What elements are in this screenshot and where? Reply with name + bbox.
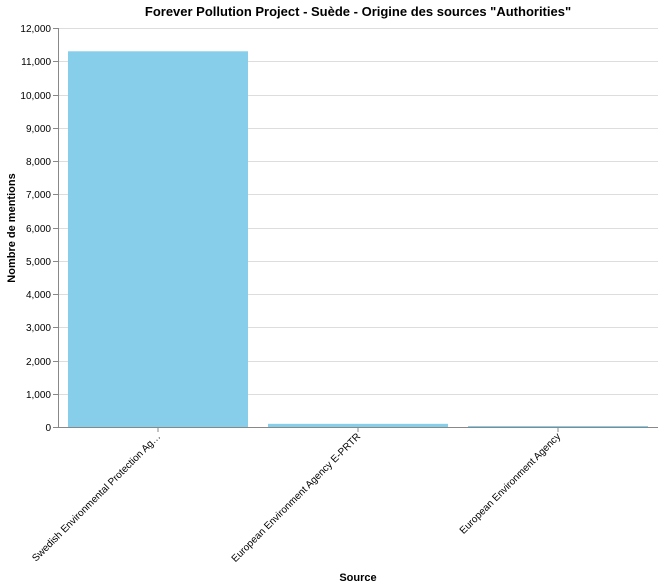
y-axis-title: Nombre de mentions bbox=[6, 173, 18, 282]
chart-title: Forever Pollution Project - Suède - Orig… bbox=[145, 4, 571, 19]
y-tick-label: 8,000 bbox=[26, 157, 51, 168]
x-tick-label: Swedish Environmental Protection Ag… bbox=[30, 431, 163, 564]
bar-0 bbox=[68, 51, 248, 428]
x-tick-label: European Environment Agency bbox=[458, 431, 563, 536]
y-tick-label: 2,000 bbox=[26, 357, 51, 368]
x-axis-title: Source bbox=[339, 572, 376, 584]
y-tick-label: 5,000 bbox=[26, 257, 51, 268]
bars bbox=[68, 51, 648, 428]
y-tick-label: 9,000 bbox=[26, 124, 51, 135]
y-tick-label: 7,000 bbox=[26, 190, 51, 201]
x-axis: Swedish Environmental Protection Ag… Euro… bbox=[30, 427, 658, 565]
y-tick-label: 11,000 bbox=[21, 57, 51, 68]
x-tick-label: European Environment Agency E-PRTR bbox=[230, 431, 363, 564]
y-tick-label: 4,000 bbox=[26, 290, 51, 301]
bar-2 bbox=[468, 426, 648, 427]
y-tick-label: 1,000 bbox=[26, 390, 51, 401]
y-axis: 0 1,000 2,000 3,000 4,000 5,000 6,000 7,000 8,00… bbox=[20, 24, 59, 434]
y-tick-label: 0 bbox=[45, 423, 51, 434]
y-tick-label: 6,000 bbox=[26, 224, 51, 235]
y-tick-label: 3,000 bbox=[26, 323, 51, 334]
bar-1 bbox=[268, 423, 448, 427]
y-tick-label: 10,000 bbox=[20, 91, 51, 102]
y-tick-label: 12,000 bbox=[20, 24, 51, 35]
